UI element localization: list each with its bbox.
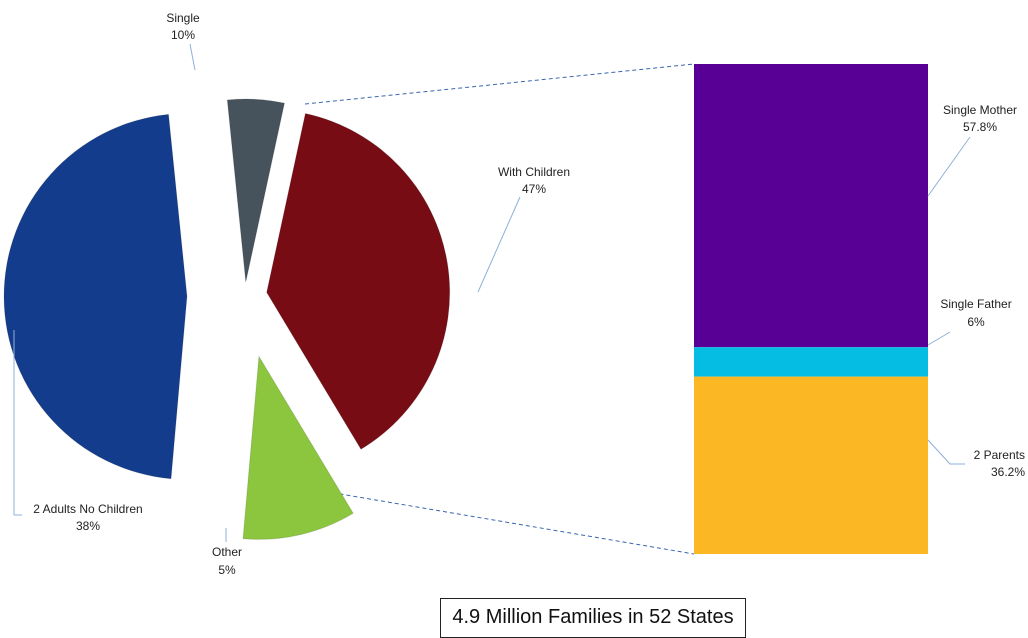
- bar-segment-2-parents: [694, 376, 928, 554]
- pie-value-2-adults-no-children: 38%: [76, 519, 100, 533]
- pie-value-single: 10%: [171, 28, 195, 42]
- label-leader-lines: [13, 43, 971, 542]
- bar-label-single-mother: Single Mother: [943, 103, 1017, 117]
- bar-value-single-mother: 57.8%: [963, 120, 997, 134]
- pie-chart: [3, 98, 451, 540]
- leader-single-father: [927, 331, 951, 346]
- bar-label-single-father: Single Father: [940, 297, 1011, 311]
- pie-value-with-children: 47%: [522, 182, 546, 196]
- leader-single-mother: [927, 136, 971, 197]
- leader-with-children: [477, 196, 521, 293]
- bar-segment-single-mother: [694, 64, 928, 348]
- pie-label-single: Single: [166, 11, 200, 25]
- pie-label-2-adults-no-children: 2 Adults No Children: [33, 502, 142, 516]
- pie-slice-other: [226, 98, 286, 283]
- breakdown-connectors: [304, 63, 695, 555]
- pie-slice-single: [242, 354, 354, 540]
- pie-slice-with-children: [3, 113, 188, 480]
- connector-top: [304, 63, 695, 105]
- leader-2-parents: [927, 439, 965, 465]
- leader-2-adults: [13, 330, 22, 516]
- pie-value-other: 5%: [218, 563, 236, 577]
- pie-label-with-children: With Children: [498, 165, 570, 179]
- bar-value-2-parents: 36.2%: [991, 465, 1025, 479]
- chart-caption: 4.9 Million Families in 52 States: [440, 598, 746, 638]
- leader-single: [189, 43, 196, 71]
- connector-bottom: [304, 487, 695, 555]
- stacked-bar-chart: [694, 64, 928, 554]
- bar-label-2-parents: 2 Parents: [974, 448, 1025, 462]
- bar-segment-single-father: [694, 347, 928, 377]
- bar-value-single-father: 6%: [967, 315, 985, 329]
- pie-slice-2-adults-no-children: [266, 112, 451, 450]
- pie-label-other: Other: [212, 545, 242, 559]
